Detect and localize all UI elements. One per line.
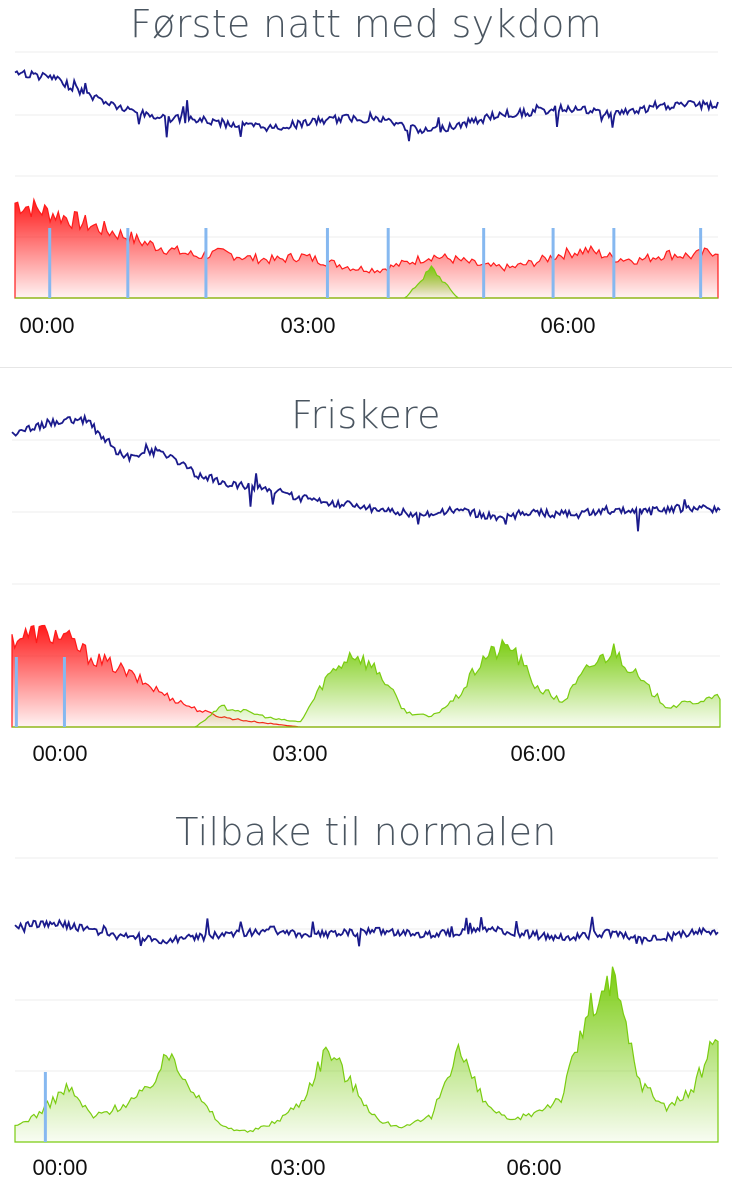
- chart-svg-2: [11, 413, 721, 728]
- x-tick-3-0: 00:00: [32, 1155, 88, 1180]
- x-tick-2-0: 00:00: [32, 741, 88, 766]
- x-tick-2-2: 06:00: [510, 741, 566, 766]
- chart-svg-1: [14, 51, 719, 299]
- chart-title-2: Friskere: [291, 393, 441, 437]
- chart-panel-1: Første natt med sykdom 00:00 03:00 06:00: [0, 0, 732, 368]
- x-tick-1-1: 03:00: [280, 313, 336, 338]
- chart-title-3: Tilbake til normalen: [175, 810, 557, 854]
- heart-rate-line-3: [14, 916, 719, 947]
- restful-area-1: [15, 265, 718, 299]
- chart-panel-3: Tilbake til normalen 00:00 03:00 06:00: [0, 785, 732, 1184]
- heart-rate-line-2: [11, 413, 721, 532]
- restless-area-1: [14, 197, 719, 299]
- heart-rate-line-1: [14, 68, 719, 142]
- chart-panel-2: Friskere 00:00 03:00 06:00: [0, 380, 732, 780]
- chart-title-1: Første natt med sykdom: [129, 2, 602, 46]
- panel-separator-1: [0, 367, 732, 368]
- x-tick-2-1: 03:00: [272, 741, 328, 766]
- chart-svg-3: [14, 857, 719, 1143]
- restful-area-3: [14, 966, 719, 1143]
- x-tick-1-0: 00:00: [19, 313, 75, 338]
- x-tick-3-2: 06:00: [506, 1155, 562, 1180]
- restful-area-2: [12, 638, 721, 728]
- x-tick-1-2: 06:00: [540, 313, 596, 338]
- x-tick-3-1: 03:00: [270, 1155, 326, 1180]
